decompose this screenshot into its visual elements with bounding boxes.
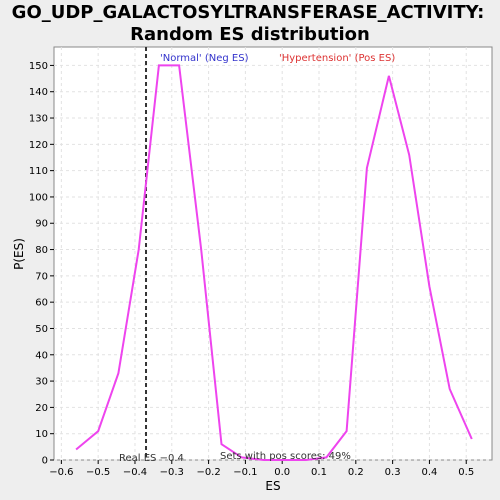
plot-area [53, 46, 493, 461]
y-tick-label: 50 [35, 324, 48, 335]
x-tick-label: 0.1 [311, 467, 327, 478]
y-tick-label: 90 [35, 219, 48, 230]
y-tick-label: 10 [35, 429, 48, 440]
x-tick-label: 0.5 [458, 467, 474, 478]
y-tick-label: 130 [29, 114, 48, 125]
real-es-label: Real ES −0.4 [119, 453, 184, 464]
legend-pos: 'Hypertension' (Pos ES) [279, 53, 395, 64]
y-tick-label: 0 [42, 456, 48, 467]
x-tick-label: −0.6 [49, 467, 73, 478]
y-tick-label: 140 [29, 87, 48, 98]
y-tick-label: 60 [35, 298, 48, 309]
y-axis: 0 10 20 30 40 50 60 70 80 90 100 110 120 130 140 150 [29, 61, 54, 467]
x-tick-label: −0.2 [196, 467, 220, 478]
x-axis-label: ES [265, 479, 280, 493]
x-tick-label: −0.5 [86, 467, 110, 478]
x-tick-label: −0.1 [233, 467, 257, 478]
pos-scores-label: Sets with pos scores: 49% [220, 451, 351, 462]
x-tick-label: −0.4 [123, 467, 147, 478]
y-tick-label: 110 [29, 166, 48, 177]
y-axis-label: P(ES) [12, 238, 26, 270]
legend-neg: 'Normal' (Neg ES) [160, 53, 249, 64]
x-tick-label: 0.0 [274, 467, 290, 478]
y-tick-label: 40 [35, 350, 48, 361]
y-tick-label: 100 [29, 192, 48, 203]
y-tick-label: 150 [29, 61, 48, 72]
y-tick-label: 20 [35, 403, 48, 414]
x-axis: −0.6 −0.5 −0.4 −0.3 −0.2 −0.1 0.0 0.1 0.2 0.3 0.4 0… [49, 460, 474, 478]
series-line [75, 64, 473, 461]
y-tick-label: 80 [35, 245, 48, 256]
chart-title-line2: Random ES distribution [130, 24, 370, 45]
y-tick-label: 30 [35, 377, 48, 388]
chart-title-line1: GO_UDP_GALACTOSYLTRANSFERASE_ACTIVITY: [12, 2, 485, 23]
x-tick-label: 0.2 [348, 467, 364, 478]
y-tick-label: 70 [35, 271, 48, 282]
x-tick-label: −0.3 [160, 467, 184, 478]
x-tick-label: 0.4 [421, 467, 437, 478]
y-tick-label: 120 [29, 140, 48, 151]
x-tick-label: 0.3 [385, 467, 401, 478]
